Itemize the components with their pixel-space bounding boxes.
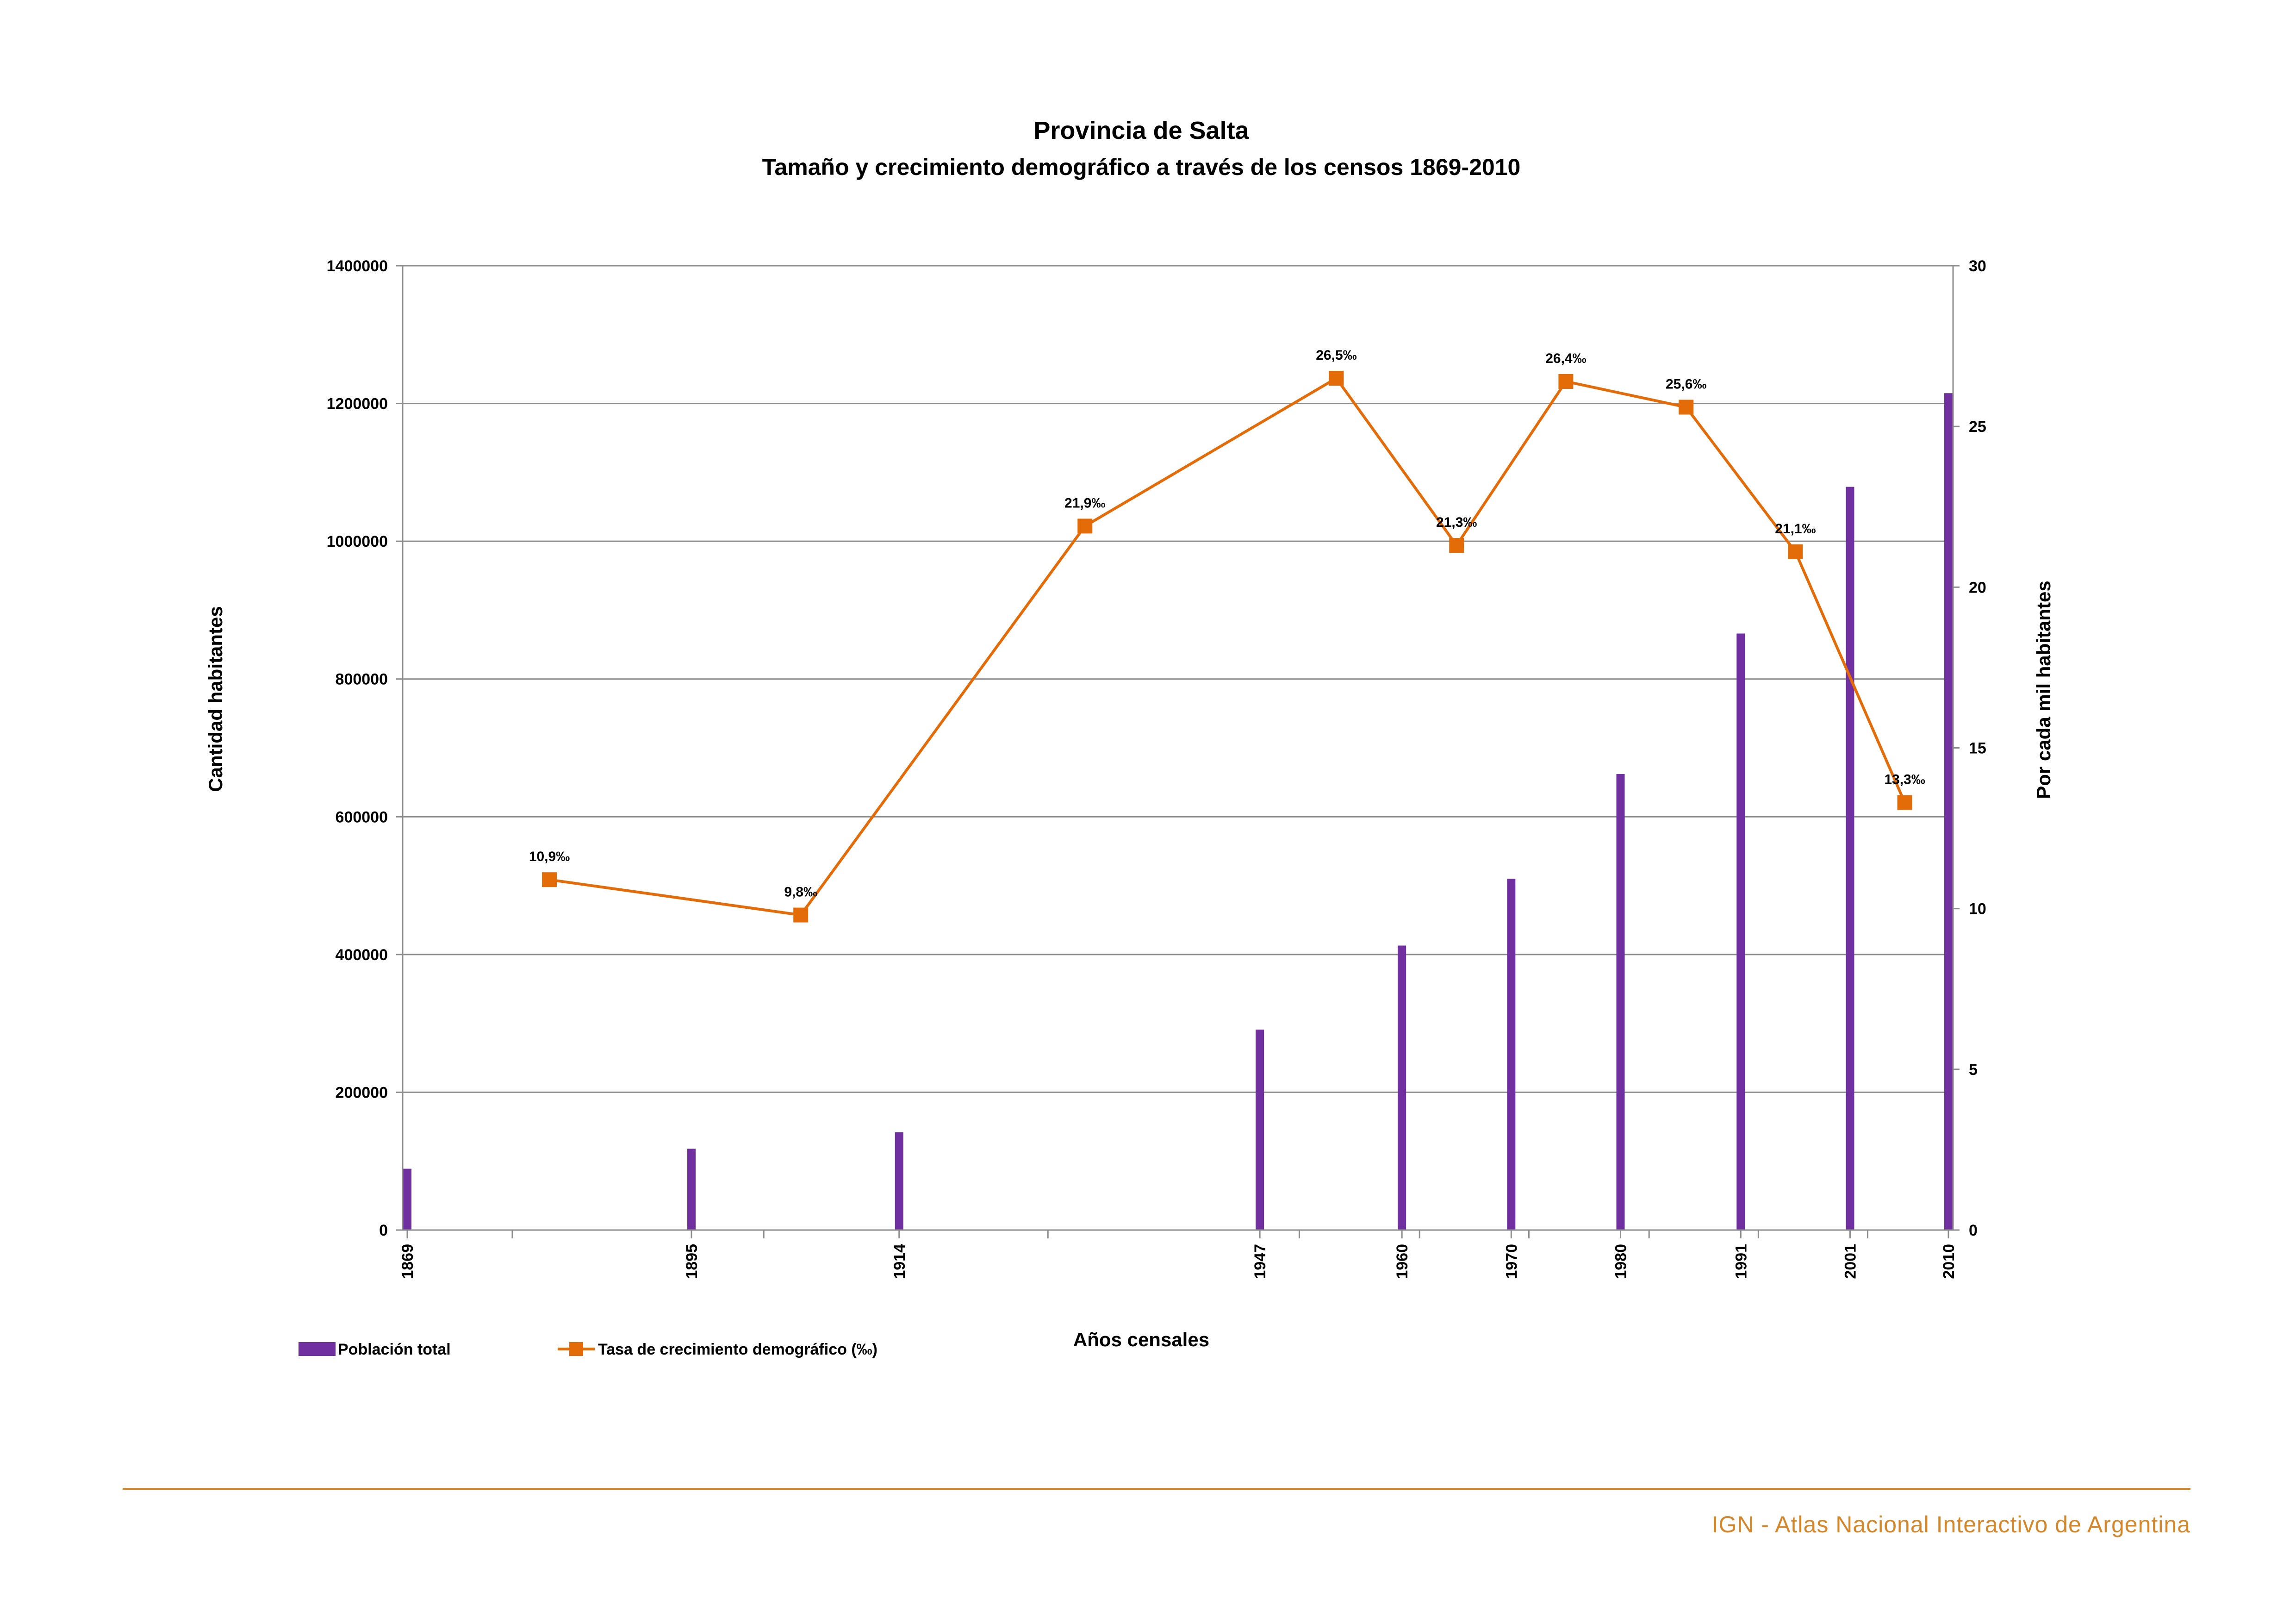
population-bar — [1616, 774, 1625, 1230]
growth-rate-marker — [1077, 518, 1093, 534]
population-bar — [687, 1149, 696, 1230]
growth-rate-marker — [793, 907, 809, 923]
chart-title: Provincia de Salta — [1033, 117, 1249, 144]
growth-rate-marker — [1558, 374, 1574, 389]
y-tick-label: 1200000 — [327, 395, 388, 413]
y2-tick-label: 30 — [1969, 257, 1986, 275]
data-labels: 10,9‰ 9,8‰ 21,9‰ 26,5‰ 21,3‰ 26,4‰ 25,6‰ 21,1‰ 1… — [529, 348, 1925, 900]
population-bar — [1256, 1030, 1264, 1230]
y-tick-label: 600000 — [336, 808, 388, 826]
x-tick-label: 1970 — [1503, 1244, 1520, 1279]
growth-rate-marker — [1679, 400, 1694, 415]
growth-rate-label: 9,8‰ — [784, 885, 817, 900]
legend-bar-swatch — [299, 1342, 336, 1356]
y2-tick-label: 20 — [1969, 579, 1986, 596]
population-bar — [1846, 487, 1854, 1230]
x-tick-label: 1895 — [683, 1244, 701, 1279]
y-axis-title: Cantidad habitantes — [205, 606, 226, 792]
y-tick-label: 200000 — [336, 1084, 388, 1101]
bar-series — [403, 393, 1953, 1230]
growth-rate-label: 21,3‰ — [1436, 515, 1477, 530]
legend-line-marker — [569, 1342, 583, 1356]
population-bar — [403, 1168, 411, 1230]
y2-tick-label: 5 — [1969, 1061, 1978, 1079]
y2-tick-label: 25 — [1969, 418, 1986, 436]
growth-rate-label: 13,3‰ — [1884, 772, 1925, 787]
x-tick-label: 1980 — [1612, 1244, 1630, 1279]
y2-tick-label: 0 — [1969, 1222, 1978, 1239]
x-axis-title: Años censales — [1073, 1329, 1209, 1350]
y2-tick-label: 15 — [1969, 740, 1986, 757]
x-tick-label: 1960 — [1394, 1244, 1411, 1279]
line-series — [542, 371, 1912, 923]
legend-bar-label: Población total — [338, 1341, 451, 1358]
growth-rate-marker — [1788, 544, 1803, 559]
legend: Población total Tasa de crecimiento demo… — [299, 1341, 877, 1358]
growth-rate-label: 26,5‰ — [1316, 348, 1356, 363]
y-tick-label: 1000000 — [327, 533, 388, 550]
population-bar — [1507, 879, 1516, 1230]
x-tick-label: 1991 — [1732, 1244, 1750, 1279]
x-tick-label: 2010 — [1940, 1244, 1958, 1279]
population-bar — [1736, 633, 1745, 1230]
growth-rate-marker — [1329, 371, 1344, 386]
chart-subtitle: Tamaño y crecimiento demográfico a travé… — [762, 154, 1521, 180]
x-tick-label: 2001 — [1842, 1244, 1859, 1279]
growth-rate-label: 26,4‰ — [1545, 351, 1586, 366]
growth-rate-label: 21,1‰ — [1775, 521, 1816, 537]
population-bar — [1398, 945, 1406, 1230]
population-bar — [895, 1132, 903, 1230]
population-bar — [1944, 393, 1953, 1230]
x-tick-label: 1947 — [1251, 1244, 1269, 1279]
y-tick-label: 800000 — [336, 671, 388, 688]
growth-rate-marker — [1449, 538, 1464, 553]
gridlines — [403, 265, 1953, 1231]
y-tick-label: 0 — [379, 1222, 388, 1239]
x-tick-label: 1914 — [891, 1244, 908, 1279]
x-tick-label: 1869 — [399, 1244, 417, 1279]
y-tick-label: 400000 — [336, 946, 388, 964]
legend-line-label: Tasa de crecimiento demográfico (‰) — [598, 1341, 877, 1358]
y2-axis-title: Por cada mil habitantes — [2033, 581, 2054, 799]
growth-rate-label: 10,9‰ — [529, 849, 570, 864]
footer-text: IGN - Atlas Nacional Interactivo de Arge… — [1712, 1512, 2190, 1537]
growth-rate-marker — [542, 872, 557, 887]
y-tick-label: 1400000 — [327, 257, 388, 275]
axes: 0 200000 400000 600000 800000 1000000 1200000 1… — [327, 257, 1986, 1279]
growth-rate-marker — [1897, 795, 1912, 810]
growth-rate-label: 25,6‰ — [1666, 377, 1706, 392]
growth-rate-label: 21,9‰ — [1064, 495, 1105, 511]
growth-rate-line — [549, 376, 1906, 917]
y2-tick-label: 10 — [1969, 900, 1986, 918]
